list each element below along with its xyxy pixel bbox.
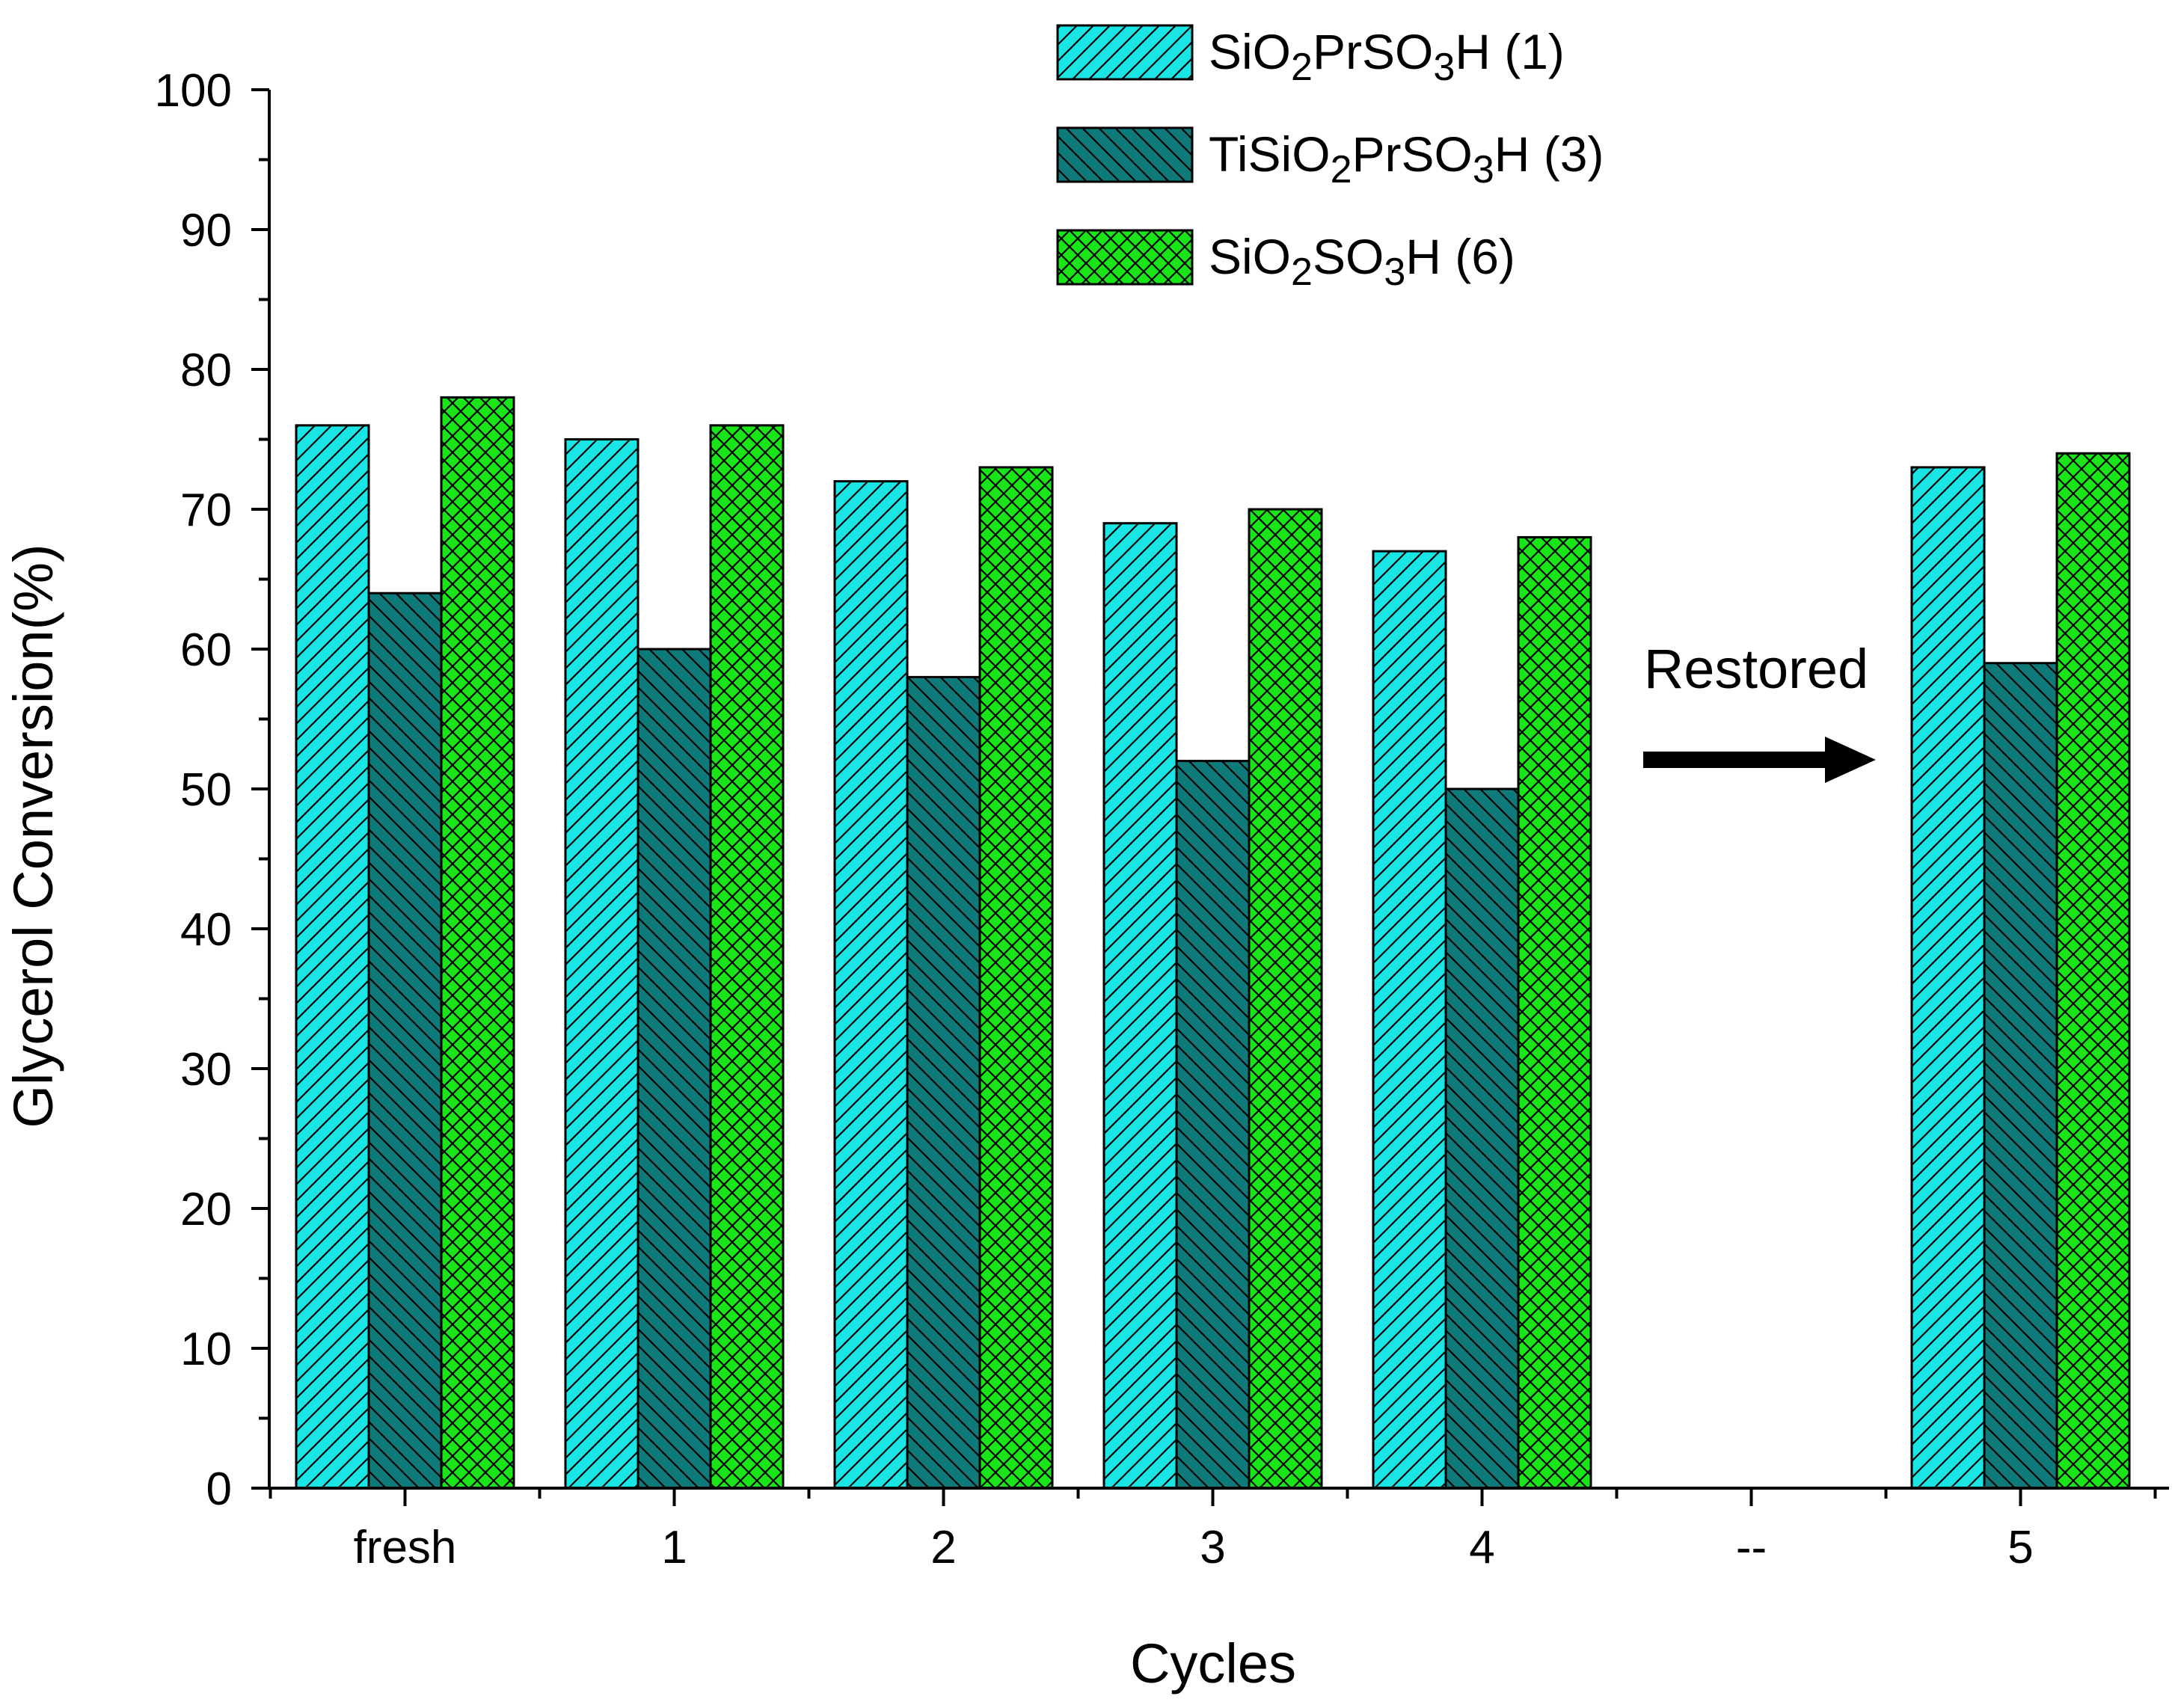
y-tick-label: 60 (180, 624, 232, 676)
x-tick-label: 3 (1200, 1522, 1225, 1573)
y-tick-label: 50 (180, 764, 232, 816)
bar-3-3 (1248, 508, 1323, 1490)
y-axis-title: Glycerol Conversion(%) (2, 544, 64, 1128)
x-axis: fresh 1 2 3 4 -- 5 (269, 1487, 2169, 1573)
restored-arrow-icon (1643, 737, 1876, 783)
legend-item-1: SiO2PrSO3H (1) (1056, 24, 1565, 89)
x-tick-label: 4 (1469, 1522, 1494, 1573)
bar-1-1 (564, 438, 639, 1490)
y-tick-label: 90 (180, 205, 232, 256)
bar-2-2 (906, 675, 981, 1490)
y-tick-label: 70 (180, 485, 232, 536)
legend-label: SiO2SO3H (6) (1209, 229, 1515, 294)
bar-1-fresh (295, 424, 370, 1490)
legend-item-2: TiSiO2PrSO3H (3) (1056, 126, 1604, 191)
restored-label: Restored (1644, 638, 1868, 700)
legend-swatch (1056, 24, 1194, 81)
restored-annotation: Restored (1643, 638, 1876, 783)
y-tick-label: 0 (206, 1463, 232, 1515)
x-tick-label: 2 (930, 1522, 956, 1573)
bar-1-2 (833, 480, 909, 1490)
bar-2-1 (636, 648, 712, 1490)
bar-3-fresh (440, 396, 515, 1490)
y-tick-label: 100 (155, 65, 232, 117)
bar-2-5 (1983, 662, 2058, 1490)
y-axis: 0 10 20 30 40 50 60 70 80 90 100 (155, 65, 271, 1515)
y-tick-label: 20 (180, 1184, 232, 1235)
bar-1-5 (1910, 466, 1986, 1490)
legend-swatch (1056, 229, 1194, 286)
bar-1-4 (1372, 550, 1447, 1490)
x-tick-label: fresh (354, 1522, 457, 1573)
legend: SiO2PrSO3H (1) TiSiO2PrSO3H (3) SiO2SO3H (… (1056, 24, 1604, 294)
bar-1-3 (1102, 522, 1178, 1490)
bar-2-4 (1444, 787, 1520, 1490)
y-tick-label: 10 (180, 1324, 232, 1375)
bar-2-fresh (367, 592, 443, 1490)
y-tick-label: 40 (180, 904, 232, 956)
bar-2-3 (1175, 760, 1251, 1490)
bar-3-5 (2055, 452, 2131, 1490)
legend-item-3: SiO2SO3H (6) (1056, 229, 1515, 294)
bar-3-1 (709, 424, 785, 1490)
x-tick-label: 1 (661, 1522, 687, 1573)
bar-3-4 (1517, 535, 1592, 1490)
legend-label: TiSiO2PrSO3H (3) (1209, 126, 1604, 191)
legend-swatch (1056, 126, 1194, 183)
bars (295, 396, 2131, 1490)
bar-3-2 (978, 466, 1054, 1490)
y-tick-label: 30 (180, 1044, 232, 1096)
x-axis-title: Cycles (1130, 1632, 1296, 1695)
y-tick-label: 80 (180, 345, 232, 396)
x-tick-label: 5 (2007, 1522, 2033, 1573)
legend-label: SiO2PrSO3H (1) (1209, 24, 1565, 89)
x-tick-label: -- (1736, 1522, 1767, 1573)
